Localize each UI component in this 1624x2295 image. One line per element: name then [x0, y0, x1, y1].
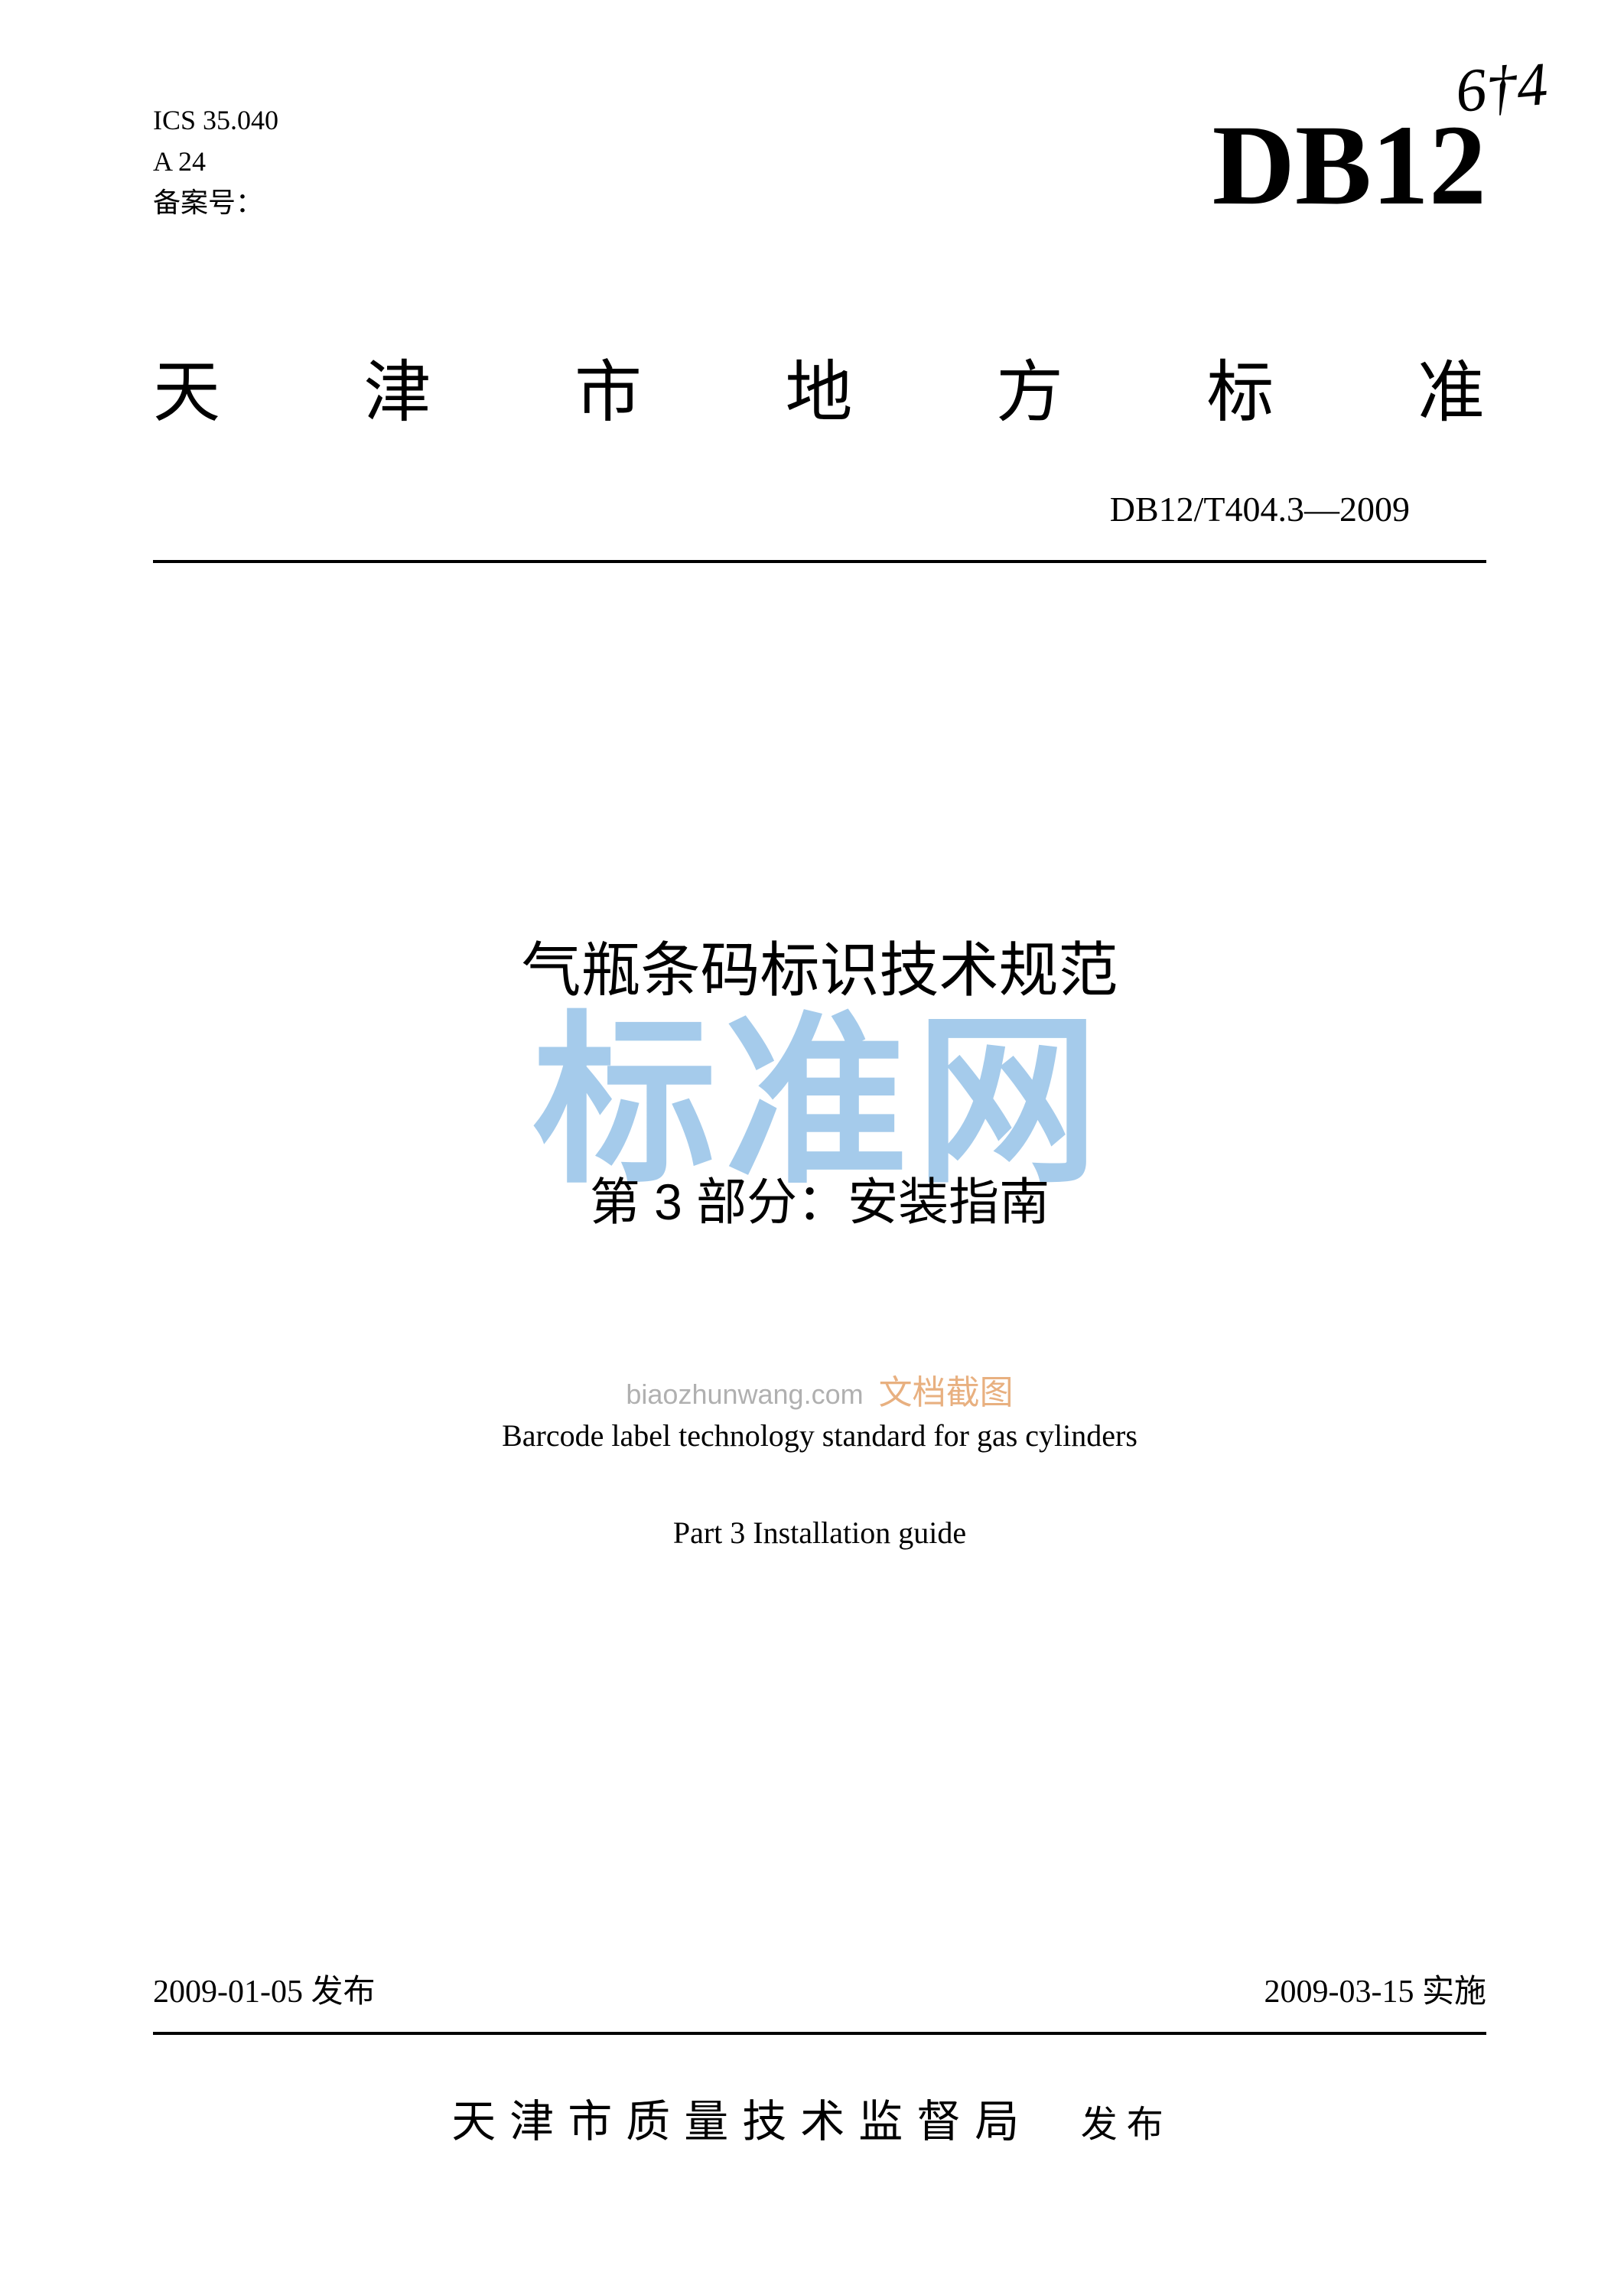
document-title-en: Barcode label technology standard for ga… [153, 1418, 1486, 1454]
main-title-block: 标准网 气瓶条码标识技术规范 第 3 部分：安装指南 biaozhunwang.… [153, 923, 1486, 1551]
divider-top [153, 560, 1486, 563]
title-char: 地 [785, 338, 854, 435]
publisher-line: 天津市质量技术监督局 发布 [0, 2085, 1624, 2150]
watermark-url-text: biaozhunwang.com [626, 1379, 863, 1410]
document-subtitle-cn: 第 3 部分：安装指南 [153, 1161, 1486, 1235]
title-char: 方 [996, 338, 1065, 435]
document-title-cn: 气瓶条码标识技术规范 [153, 923, 1486, 1008]
document-subtitle-en: Part 3 Installation guide [153, 1515, 1486, 1551]
title-char: 标 [1206, 338, 1275, 435]
issue-date: 2009-01-05 发布 [153, 1965, 375, 2012]
title-char: 天 [153, 338, 222, 435]
document-page: 6†4 ICS 35.040 A 24 备案号： DB12 天 津 市 地 方 … [0, 0, 1624, 2295]
title-char: 津 [363, 338, 432, 435]
document-number: DB12/T404.3—2009 [153, 489, 1410, 529]
publisher-action: 发布 [1081, 2105, 1173, 2145]
watermark-url: biaozhunwang.com 文档截图 [153, 1365, 1486, 1414]
standard-code: DB12 [1212, 99, 1486, 231]
title-char: 准 [1417, 338, 1486, 435]
effective-date: 2009-03-15 实施 [1264, 1965, 1486, 2012]
watermark-label-cn: 文档截图 [879, 1374, 1014, 1411]
divider-bottom [153, 2032, 1486, 2035]
publisher-org: 天津市质量技术监督局 [451, 2097, 1033, 2147]
region-standard-title: 天 津 市 地 方 标 准 [153, 338, 1486, 435]
title-char: 市 [574, 338, 643, 435]
date-row: 2009-01-05 发布 2009-03-15 实施 [153, 1965, 1486, 2012]
